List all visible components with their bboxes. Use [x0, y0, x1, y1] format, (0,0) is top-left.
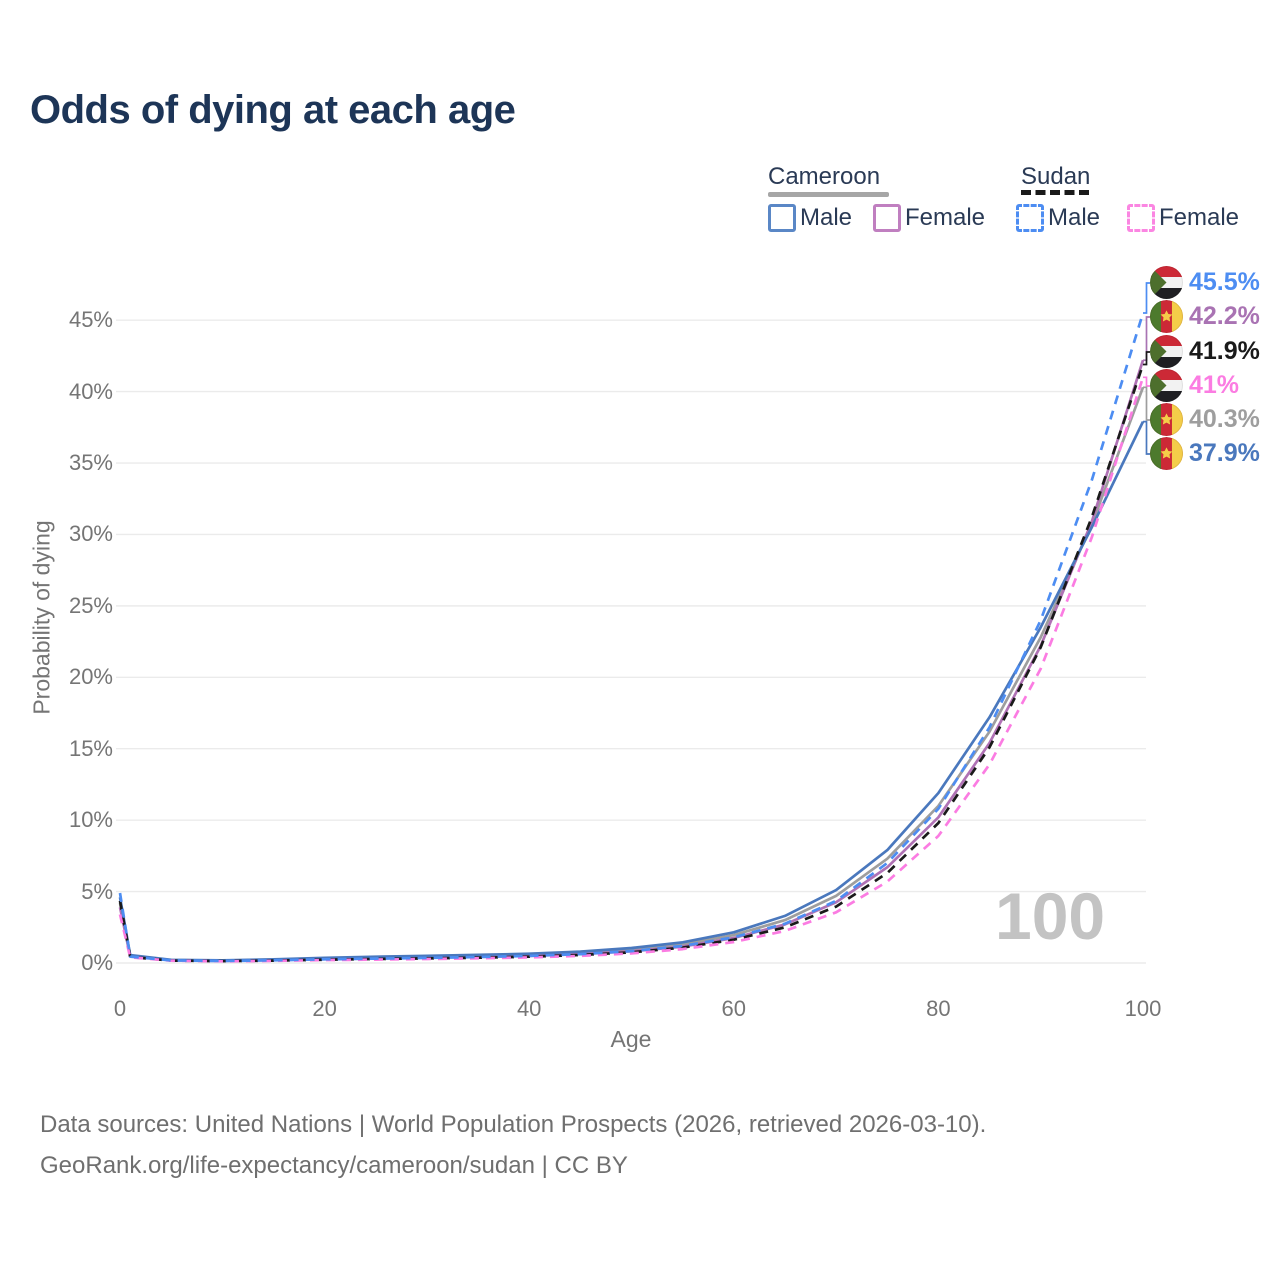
sudan-female-swatch-icon	[1127, 204, 1155, 232]
y-tick-25: 25%	[68, 592, 113, 618]
cameroon-flag-icon	[1150, 437, 1183, 470]
y-tick-30: 30%	[68, 521, 113, 547]
legend-item-sudan-female[interactable]: Female	[1127, 204, 1239, 232]
cameroon-flag-icon	[1150, 403, 1183, 436]
legend-item-label: Female	[1159, 204, 1240, 231]
end-label-value: 41%	[1189, 371, 1240, 399]
series-line-sudan-male[interactable]	[118, 312, 1145, 963]
x-tick-60: 60	[721, 996, 747, 1021]
label-connector	[1143, 351, 1150, 366]
y-tick-15: 15%	[68, 735, 113, 761]
series-line-cameroon-male[interactable]	[118, 421, 1145, 962]
legend-sudan-line-sample	[1021, 190, 1089, 195]
y-tick-40: 40%	[68, 378, 113, 404]
footer-line-1: Data sources: United Nations | World Pop…	[40, 1111, 987, 1138]
end-label-cameroon-male: 37.9%	[1150, 437, 1260, 470]
sudan-flag-icon	[1150, 369, 1183, 402]
legend-item-label: Male	[800, 204, 853, 231]
series-line-sudan-female[interactable]	[118, 376, 1145, 963]
cameroon-male-swatch-icon	[768, 204, 796, 232]
end-label-value: 41.9%	[1189, 337, 1260, 365]
end-label-sudan-male: 45.5%	[1150, 266, 1260, 299]
x-tick-20: 20	[312, 996, 337, 1021]
label-connector	[1143, 420, 1150, 455]
series-line-cameroon-female[interactable]	[118, 359, 1145, 963]
sudan-flag-icon	[1150, 266, 1183, 299]
label-connector	[1143, 386, 1150, 421]
label-connector	[1143, 282, 1150, 314]
legend-cameroon-line-sample	[768, 192, 889, 197]
cameroon-flag-icon	[1150, 437, 1183, 470]
legend-group-sudan[interactable]: Sudan	[1021, 163, 1091, 190]
legend-item-label: Female	[905, 204, 986, 231]
legend-group-cameroon[interactable]: Cameroon	[768, 163, 881, 190]
legend-item-sudan-male[interactable]: Male	[1016, 204, 1100, 232]
x-tick-100: 100	[1124, 996, 1162, 1021]
sudan-male-swatch-icon	[1016, 204, 1044, 232]
end-label-cameroon-female: 42.2%	[1150, 300, 1260, 333]
x-axis-title: Age	[610, 1026, 652, 1052]
y-tick-20: 20%	[68, 664, 113, 690]
sudan-flag-icon	[1150, 335, 1183, 368]
cameroon-flag-icon	[1150, 300, 1183, 333]
label-connector	[1143, 376, 1150, 387]
end-label-value: 37.9%	[1189, 439, 1260, 467]
y-tick-0: 0%	[81, 950, 113, 975]
y-tick-45: 45%	[68, 307, 113, 333]
y-tick-5: 5%	[81, 878, 113, 904]
end-label-sudan-total: 41.9%	[1150, 335, 1260, 368]
sudan-flag-icon	[1150, 335, 1183, 368]
legend-item-cameroon-female[interactable]: Female	[873, 204, 985, 232]
data-source-footer: Data sources: United Nations | World Pop…	[40, 1104, 986, 1186]
x-tick-80: 80	[926, 996, 951, 1021]
y-tick-10: 10%	[68, 807, 113, 833]
x-tick-40: 40	[516, 996, 542, 1021]
y-tick-35: 35%	[68, 450, 113, 476]
series-line-cameroon-total[interactable]	[118, 386, 1145, 963]
cameroon-flag-icon	[1150, 300, 1183, 333]
cameroon-female-swatch-icon	[873, 204, 901, 232]
age-watermark: 100	[995, 879, 1106, 953]
end-label-value: 42.2%	[1189, 302, 1260, 330]
legend-item-cameroon-male[interactable]: Male	[768, 204, 852, 232]
end-label-value: 40.3%	[1189, 405, 1260, 433]
cameroon-flag-icon	[1150, 403, 1183, 436]
page-title: Odds of dying at each age	[30, 88, 516, 132]
end-label-value: 45.5%	[1189, 268, 1260, 296]
footer-line-2: GeoRank.org/life-expectancy/cameroon/sud…	[40, 1152, 628, 1179]
series-line-sudan-total[interactable]	[118, 364, 1145, 963]
sudan-flag-icon	[1150, 369, 1183, 402]
label-connector	[1143, 316, 1150, 362]
sudan-flag-icon	[1150, 266, 1183, 299]
x-tick-0: 0	[113, 996, 127, 1021]
end-label-cameroon-total: 40.3%	[1150, 403, 1260, 436]
legend-item-label: Male	[1048, 204, 1101, 231]
end-label-sudan-female: 41%	[1150, 369, 1239, 402]
